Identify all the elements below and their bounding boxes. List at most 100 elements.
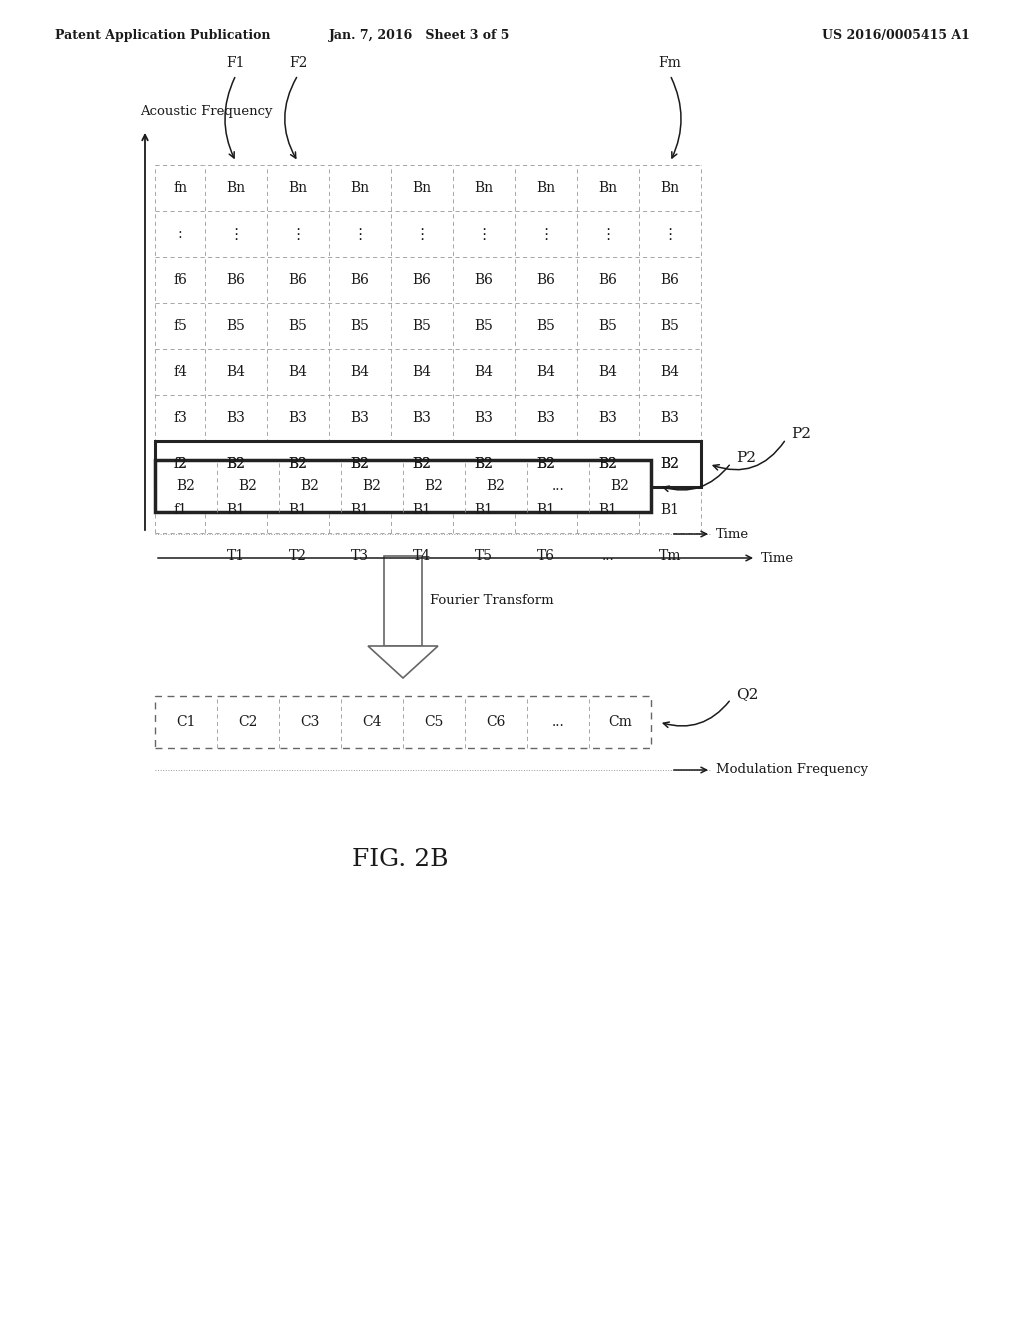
Text: ...: ... xyxy=(552,479,564,492)
Text: B1: B1 xyxy=(289,503,307,517)
Text: B5: B5 xyxy=(226,319,246,333)
Text: ⋮: ⋮ xyxy=(539,227,554,242)
Text: B6: B6 xyxy=(660,273,680,286)
Text: B3: B3 xyxy=(289,411,307,425)
Text: f6: f6 xyxy=(173,273,187,286)
Text: fn: fn xyxy=(173,181,187,195)
Text: Modulation Frequency: Modulation Frequency xyxy=(716,763,868,776)
Text: ...: ... xyxy=(552,715,564,729)
Text: B4: B4 xyxy=(413,366,431,379)
Text: B2: B2 xyxy=(226,457,246,471)
Text: B4: B4 xyxy=(660,366,680,379)
Text: Bn: Bn xyxy=(474,181,494,195)
Text: f3: f3 xyxy=(173,411,187,425)
Text: US 2016/0005415 A1: US 2016/0005415 A1 xyxy=(822,29,970,41)
Text: B4: B4 xyxy=(474,366,494,379)
Text: B2: B2 xyxy=(350,457,370,471)
Text: B2: B2 xyxy=(226,457,246,471)
Text: B2: B2 xyxy=(425,479,443,492)
Text: f2: f2 xyxy=(173,457,187,471)
Text: T4: T4 xyxy=(413,549,431,564)
Text: B5: B5 xyxy=(537,319,555,333)
Text: B3: B3 xyxy=(599,411,617,425)
Text: ⋮: ⋮ xyxy=(291,227,305,242)
Text: Cm: Cm xyxy=(608,715,632,729)
Text: ⋮: ⋮ xyxy=(415,227,430,242)
Text: B3: B3 xyxy=(474,411,494,425)
Text: F1: F1 xyxy=(226,55,246,70)
Text: C6: C6 xyxy=(486,715,506,729)
Text: T1: T1 xyxy=(227,549,245,564)
Text: B4: B4 xyxy=(537,366,555,379)
Text: ⋮: ⋮ xyxy=(352,227,368,242)
Text: B2: B2 xyxy=(474,457,494,471)
Text: B2: B2 xyxy=(660,457,680,471)
Bar xyxy=(155,459,651,512)
Text: Fm: Fm xyxy=(658,55,681,70)
Text: Bn: Bn xyxy=(226,181,246,195)
Text: B5: B5 xyxy=(660,319,680,333)
Text: B2: B2 xyxy=(362,479,381,492)
Text: Time: Time xyxy=(761,552,795,565)
Text: B2: B2 xyxy=(176,479,196,492)
Text: Bn: Bn xyxy=(598,181,617,195)
Text: B2: B2 xyxy=(289,457,307,471)
Text: B2: B2 xyxy=(289,457,307,471)
Text: C3: C3 xyxy=(300,715,319,729)
Text: B1: B1 xyxy=(350,503,370,517)
Text: Bn: Bn xyxy=(537,181,556,195)
Text: f5: f5 xyxy=(173,319,187,333)
Text: B3: B3 xyxy=(537,411,555,425)
Text: B6: B6 xyxy=(537,273,555,286)
Text: Bn: Bn xyxy=(413,181,431,195)
Text: Jan. 7, 2016   Sheet 3 of 5: Jan. 7, 2016 Sheet 3 of 5 xyxy=(330,29,511,41)
Text: B2: B2 xyxy=(301,479,319,492)
Text: B2: B2 xyxy=(350,457,370,471)
Text: B4: B4 xyxy=(598,366,617,379)
Text: T5: T5 xyxy=(475,549,493,564)
Text: B5: B5 xyxy=(474,319,494,333)
Text: FIG. 2B: FIG. 2B xyxy=(352,849,449,871)
Text: C5: C5 xyxy=(424,715,443,729)
Text: Patent Application Publication: Patent Application Publication xyxy=(55,29,270,41)
Text: B1: B1 xyxy=(474,503,494,517)
Text: B1: B1 xyxy=(598,503,617,517)
Text: B6: B6 xyxy=(289,273,307,286)
Text: B5: B5 xyxy=(350,319,370,333)
Text: B4: B4 xyxy=(350,366,370,379)
Text: B6: B6 xyxy=(413,273,431,286)
Text: B3: B3 xyxy=(660,411,680,425)
Text: C1: C1 xyxy=(176,715,196,729)
Bar xyxy=(384,556,422,645)
Text: B4: B4 xyxy=(289,366,307,379)
Text: B1: B1 xyxy=(660,503,680,517)
Text: Tm: Tm xyxy=(658,549,681,564)
Text: :: : xyxy=(178,227,182,242)
Bar xyxy=(155,441,701,487)
Text: ⋮: ⋮ xyxy=(228,227,244,242)
Text: B4: B4 xyxy=(226,366,246,379)
Text: B3: B3 xyxy=(413,411,431,425)
Text: B6: B6 xyxy=(226,273,246,286)
Text: ⋮: ⋮ xyxy=(600,227,615,242)
Text: Q2: Q2 xyxy=(736,686,759,701)
Text: B1: B1 xyxy=(226,503,246,517)
Text: B5: B5 xyxy=(599,319,617,333)
Text: f1: f1 xyxy=(173,503,187,517)
Text: B2: B2 xyxy=(660,457,680,471)
Text: F2: F2 xyxy=(289,55,307,70)
Text: Bn: Bn xyxy=(350,181,370,195)
Text: B2: B2 xyxy=(413,457,431,471)
Text: B2: B2 xyxy=(239,479,257,492)
Text: B2: B2 xyxy=(474,457,494,471)
Text: Fourier Transform: Fourier Transform xyxy=(430,594,554,607)
Text: ...: ... xyxy=(602,549,614,564)
Text: ⋮: ⋮ xyxy=(663,227,678,242)
Text: B6: B6 xyxy=(474,273,494,286)
Text: Acoustic Frequency: Acoustic Frequency xyxy=(140,106,272,117)
Text: B2: B2 xyxy=(599,457,617,471)
Text: B2: B2 xyxy=(537,457,555,471)
Text: B2: B2 xyxy=(610,479,630,492)
Text: f2: f2 xyxy=(173,457,187,471)
Polygon shape xyxy=(368,645,438,678)
